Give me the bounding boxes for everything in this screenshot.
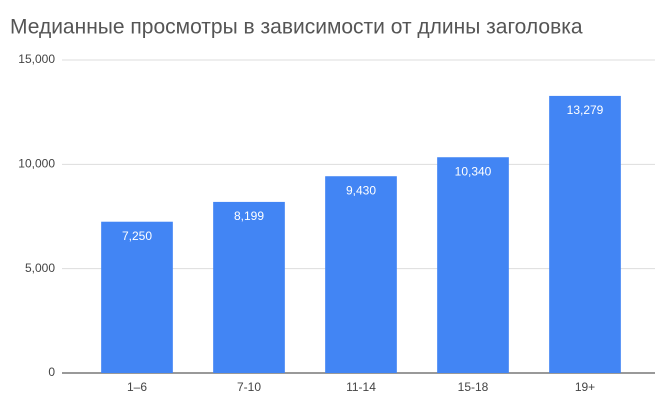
y-tick-label: 10,000 (18, 157, 55, 171)
x-tick-label: 15-18 (458, 380, 489, 394)
bar (101, 221, 173, 373)
y-tick-label: 5,000 (25, 261, 55, 275)
data-label: 10,340 (455, 164, 492, 178)
bar (213, 201, 285, 373)
data-label: 9,430 (346, 183, 376, 197)
y-tick-label: 0 (48, 365, 55, 379)
x-tick-label: 11-14 (346, 380, 376, 394)
chart-title: Медианные просмотры в зависимости от дли… (10, 16, 583, 39)
bar (437, 157, 509, 373)
data-label: 7,250 (122, 229, 152, 243)
bar (549, 95, 621, 373)
y-tick-label: 15,000 (18, 52, 55, 66)
x-tick-label: 7-10 (237, 380, 261, 394)
data-label: 8,199 (234, 209, 264, 223)
bar (325, 176, 397, 373)
x-tick-label: 19+ (575, 380, 595, 394)
data-label: 13,279 (567, 103, 604, 117)
x-tick-label: 1–6 (127, 380, 147, 394)
